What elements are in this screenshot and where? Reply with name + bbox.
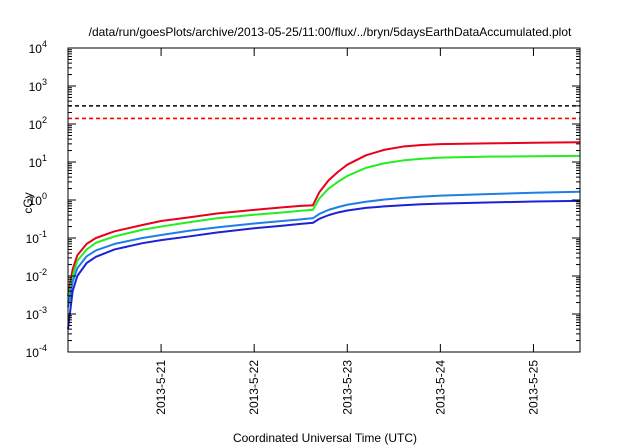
x-axis: 2013-5-21 2013-5-22 2013-5-23 2013-5-24 2013… [154,48,540,415]
x-tick-label: 2013-5-22 [247,360,261,415]
series-line-2 [67,190,581,308]
series-line-1 [67,154,581,303]
plot-frame [67,47,581,353]
y-tick-label: 10-4 [26,343,47,360]
y-axis: 10-4 10-3 10-2 10-1 100 101 102 103 104 [26,39,580,360]
y-axis-label: cGy [21,192,35,213]
x-axis-label: Coordinated Universal Time (UTC) [233,431,417,445]
chart-title: /data/run/goesPlots/archive/2013-05-25/1… [89,25,572,39]
y-tick-label: 102 [29,115,47,132]
y-tick-label: 103 [29,77,47,94]
y-tick-label: 10-1 [26,229,47,246]
x-tick-label: 2013-5-25 [526,360,540,415]
y-tick-label: 10-2 [26,267,47,284]
x-tick-label: 2013-5-23 [340,360,354,415]
series-line-3 [67,199,581,330]
x-tick-label: 2013-5-24 [433,360,447,415]
x-tick-label: 2013-5-21 [154,360,168,415]
series-line-0 [67,141,581,297]
y-tick-label: 100 [29,191,47,208]
y-tick-label: 104 [29,39,47,56]
y-tick-label: 101 [29,153,47,170]
y-tick-label: 10-3 [26,305,47,322]
plot-area [67,47,581,353]
